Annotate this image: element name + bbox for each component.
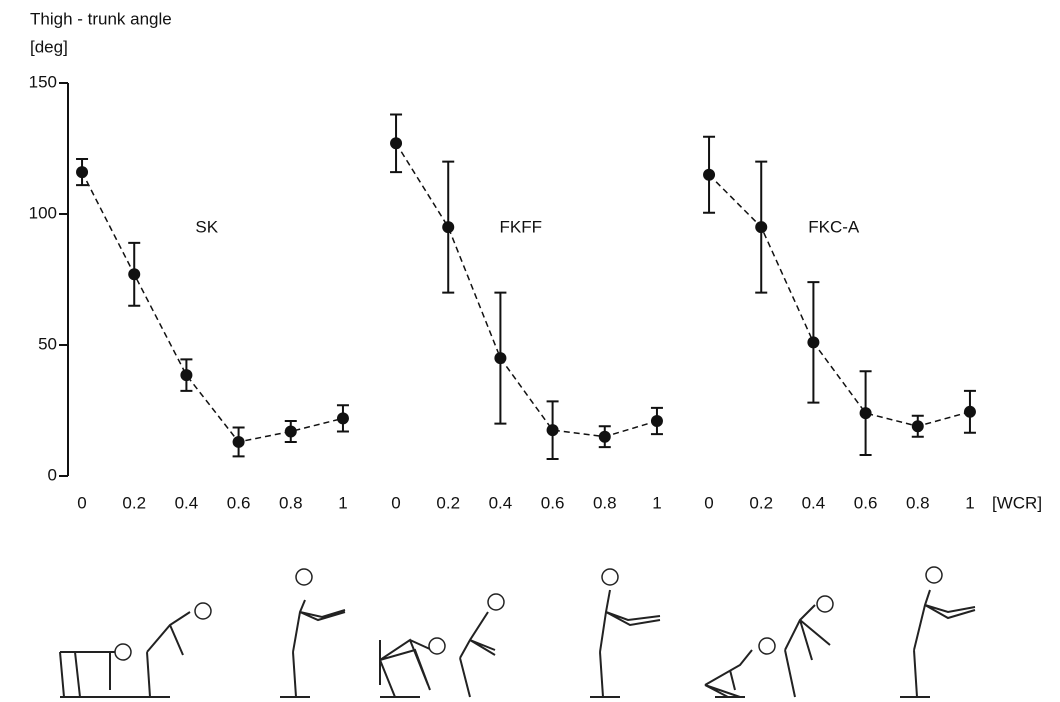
panel-title: FKC-A (808, 217, 860, 236)
x-tick-label: 0.4 (489, 493, 513, 512)
y-tick-label: 50 (38, 334, 57, 353)
x-tick-label: 0.8 (906, 493, 930, 512)
x-tick-label: 0.2 (749, 493, 773, 512)
x-axis-label: [WCR] (992, 493, 1042, 512)
x-tick-label: 0.8 (279, 493, 303, 512)
data-point (859, 407, 872, 420)
x-tick-label: 0 (704, 493, 713, 512)
data-point (180, 369, 193, 382)
y-axis-unit: [deg] (30, 37, 68, 56)
data-point (911, 420, 924, 433)
data-point (650, 414, 663, 427)
data-point (284, 425, 297, 438)
x-tick-label: 0.8 (593, 493, 617, 512)
y-tick-label: 0 (48, 465, 57, 484)
x-tick-label: 0.2 (436, 493, 460, 512)
panel-title: SK (195, 217, 218, 236)
data-point (755, 221, 768, 234)
stick-figures (59, 566, 976, 698)
data-line (708, 174, 971, 427)
x-tick-label: 0.2 (122, 493, 146, 512)
x-tick-label: 1 (965, 493, 974, 512)
x-tick-label: 0.4 (175, 493, 199, 512)
x-tick-label: 1 (338, 493, 347, 512)
data-point (128, 268, 141, 281)
data-line (81, 171, 344, 443)
data-point (963, 405, 976, 418)
data-point (76, 166, 89, 179)
y-tick-label: 100 (29, 203, 57, 222)
x-tick-label: 0.6 (854, 493, 878, 512)
data-point (703, 168, 716, 181)
data-point (546, 424, 559, 437)
data-point (807, 336, 820, 349)
data-point (494, 352, 507, 365)
panel-title: FKFF (500, 217, 543, 236)
x-tick-label: 0.4 (802, 493, 826, 512)
data-line (395, 142, 658, 438)
x-tick-label: 0 (77, 493, 86, 512)
data-point (442, 221, 455, 234)
x-tick-label: 0.6 (227, 493, 251, 512)
data-point (336, 412, 349, 425)
x-tick-label: 0.6 (541, 493, 565, 512)
x-tick-label: 0 (391, 493, 400, 512)
y-axis-label: Thigh - trunk angle (30, 9, 172, 28)
data-point (598, 430, 611, 443)
x-tick-label: 1 (652, 493, 661, 512)
y-tick-label: 150 (29, 72, 57, 91)
data-point (390, 137, 403, 150)
data-point (232, 435, 245, 448)
